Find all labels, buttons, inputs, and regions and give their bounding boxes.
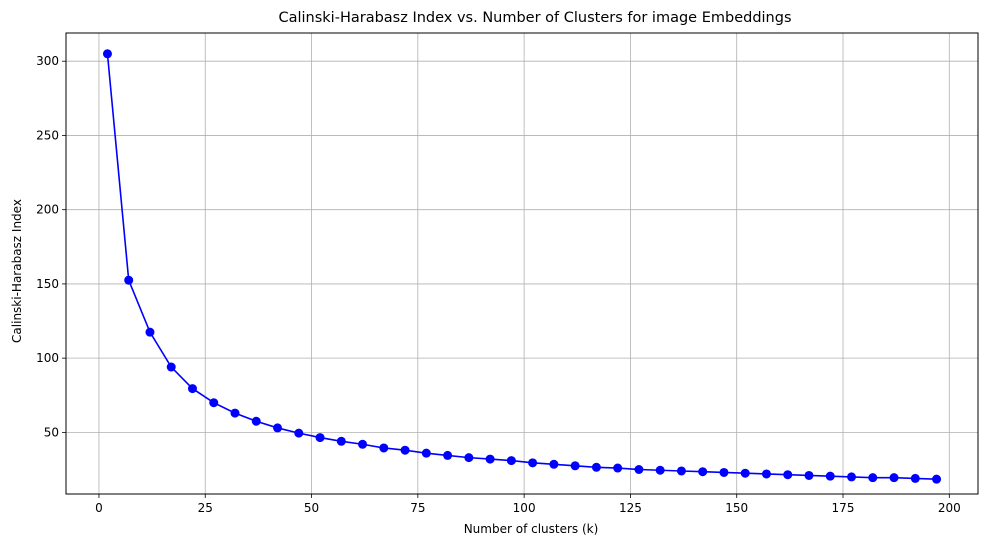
data-point [443, 450, 453, 460]
data-point [761, 469, 771, 479]
data-point [209, 398, 219, 408]
series-line [106, 53, 937, 480]
y-tick-label: 150 [36, 277, 59, 291]
x-tick-label: 25 [198, 501, 213, 515]
x-tick-label: 175 [832, 501, 855, 515]
data-point [634, 465, 644, 475]
data-point [400, 445, 410, 455]
x-tick-label: 100 [513, 501, 536, 515]
y-tick-label: 300 [36, 54, 59, 68]
y-axis-label: Calinski-Harabasz Index [10, 199, 24, 343]
x-tick-label: 50 [304, 501, 319, 515]
data-point [889, 473, 899, 483]
y-tick-label: 250 [36, 128, 59, 142]
data-point [868, 473, 878, 483]
x-tick-label: 75 [410, 501, 425, 515]
data-point [528, 458, 538, 468]
y-tick-label: 50 [44, 425, 59, 439]
plot-frame [65, 32, 979, 495]
data-point [102, 49, 112, 59]
data-point [847, 472, 857, 482]
data-point [379, 443, 389, 453]
data-point [485, 454, 495, 464]
y-tick-label: 100 [36, 351, 59, 365]
x-tick-label: 200 [938, 501, 961, 515]
data-point [783, 470, 793, 480]
data-point [315, 433, 325, 443]
data-point [506, 456, 516, 466]
data-point [804, 470, 814, 480]
data-point [358, 439, 368, 449]
x-axis-label: Number of clusters (k) [464, 522, 599, 536]
data-point [251, 416, 261, 426]
data-point [740, 468, 750, 478]
data-point [825, 471, 835, 481]
data-point [273, 423, 283, 433]
data-point [166, 362, 176, 372]
data-point [464, 453, 474, 463]
y-tick-label: 200 [36, 203, 59, 217]
data-point [698, 467, 708, 477]
data-point [613, 463, 623, 473]
data-point [336, 436, 346, 446]
x-tick-label: 0 [95, 501, 103, 515]
data-point [187, 384, 197, 394]
data-point [910, 473, 920, 483]
data-point [549, 459, 559, 469]
data-point [570, 461, 580, 471]
data-series [102, 49, 942, 484]
grid-lines [66, 33, 978, 494]
data-point [932, 474, 942, 484]
x-tick-label: 125 [619, 501, 642, 515]
x-tick-label: 150 [725, 501, 748, 515]
data-point [124, 275, 134, 285]
data-point [421, 448, 431, 458]
data-point [655, 465, 665, 475]
data-point [145, 327, 155, 337]
data-point [719, 467, 729, 477]
data-point [676, 466, 686, 476]
chart-title: Calinski-Harabasz Index vs. Number of Cl… [278, 10, 791, 26]
data-point [230, 408, 240, 418]
data-point [294, 428, 304, 438]
data-point [591, 462, 601, 472]
axis-ticks: 0 25 50 75 100 125 150 175 200 50 100 150 200 250 300 [36, 54, 961, 515]
